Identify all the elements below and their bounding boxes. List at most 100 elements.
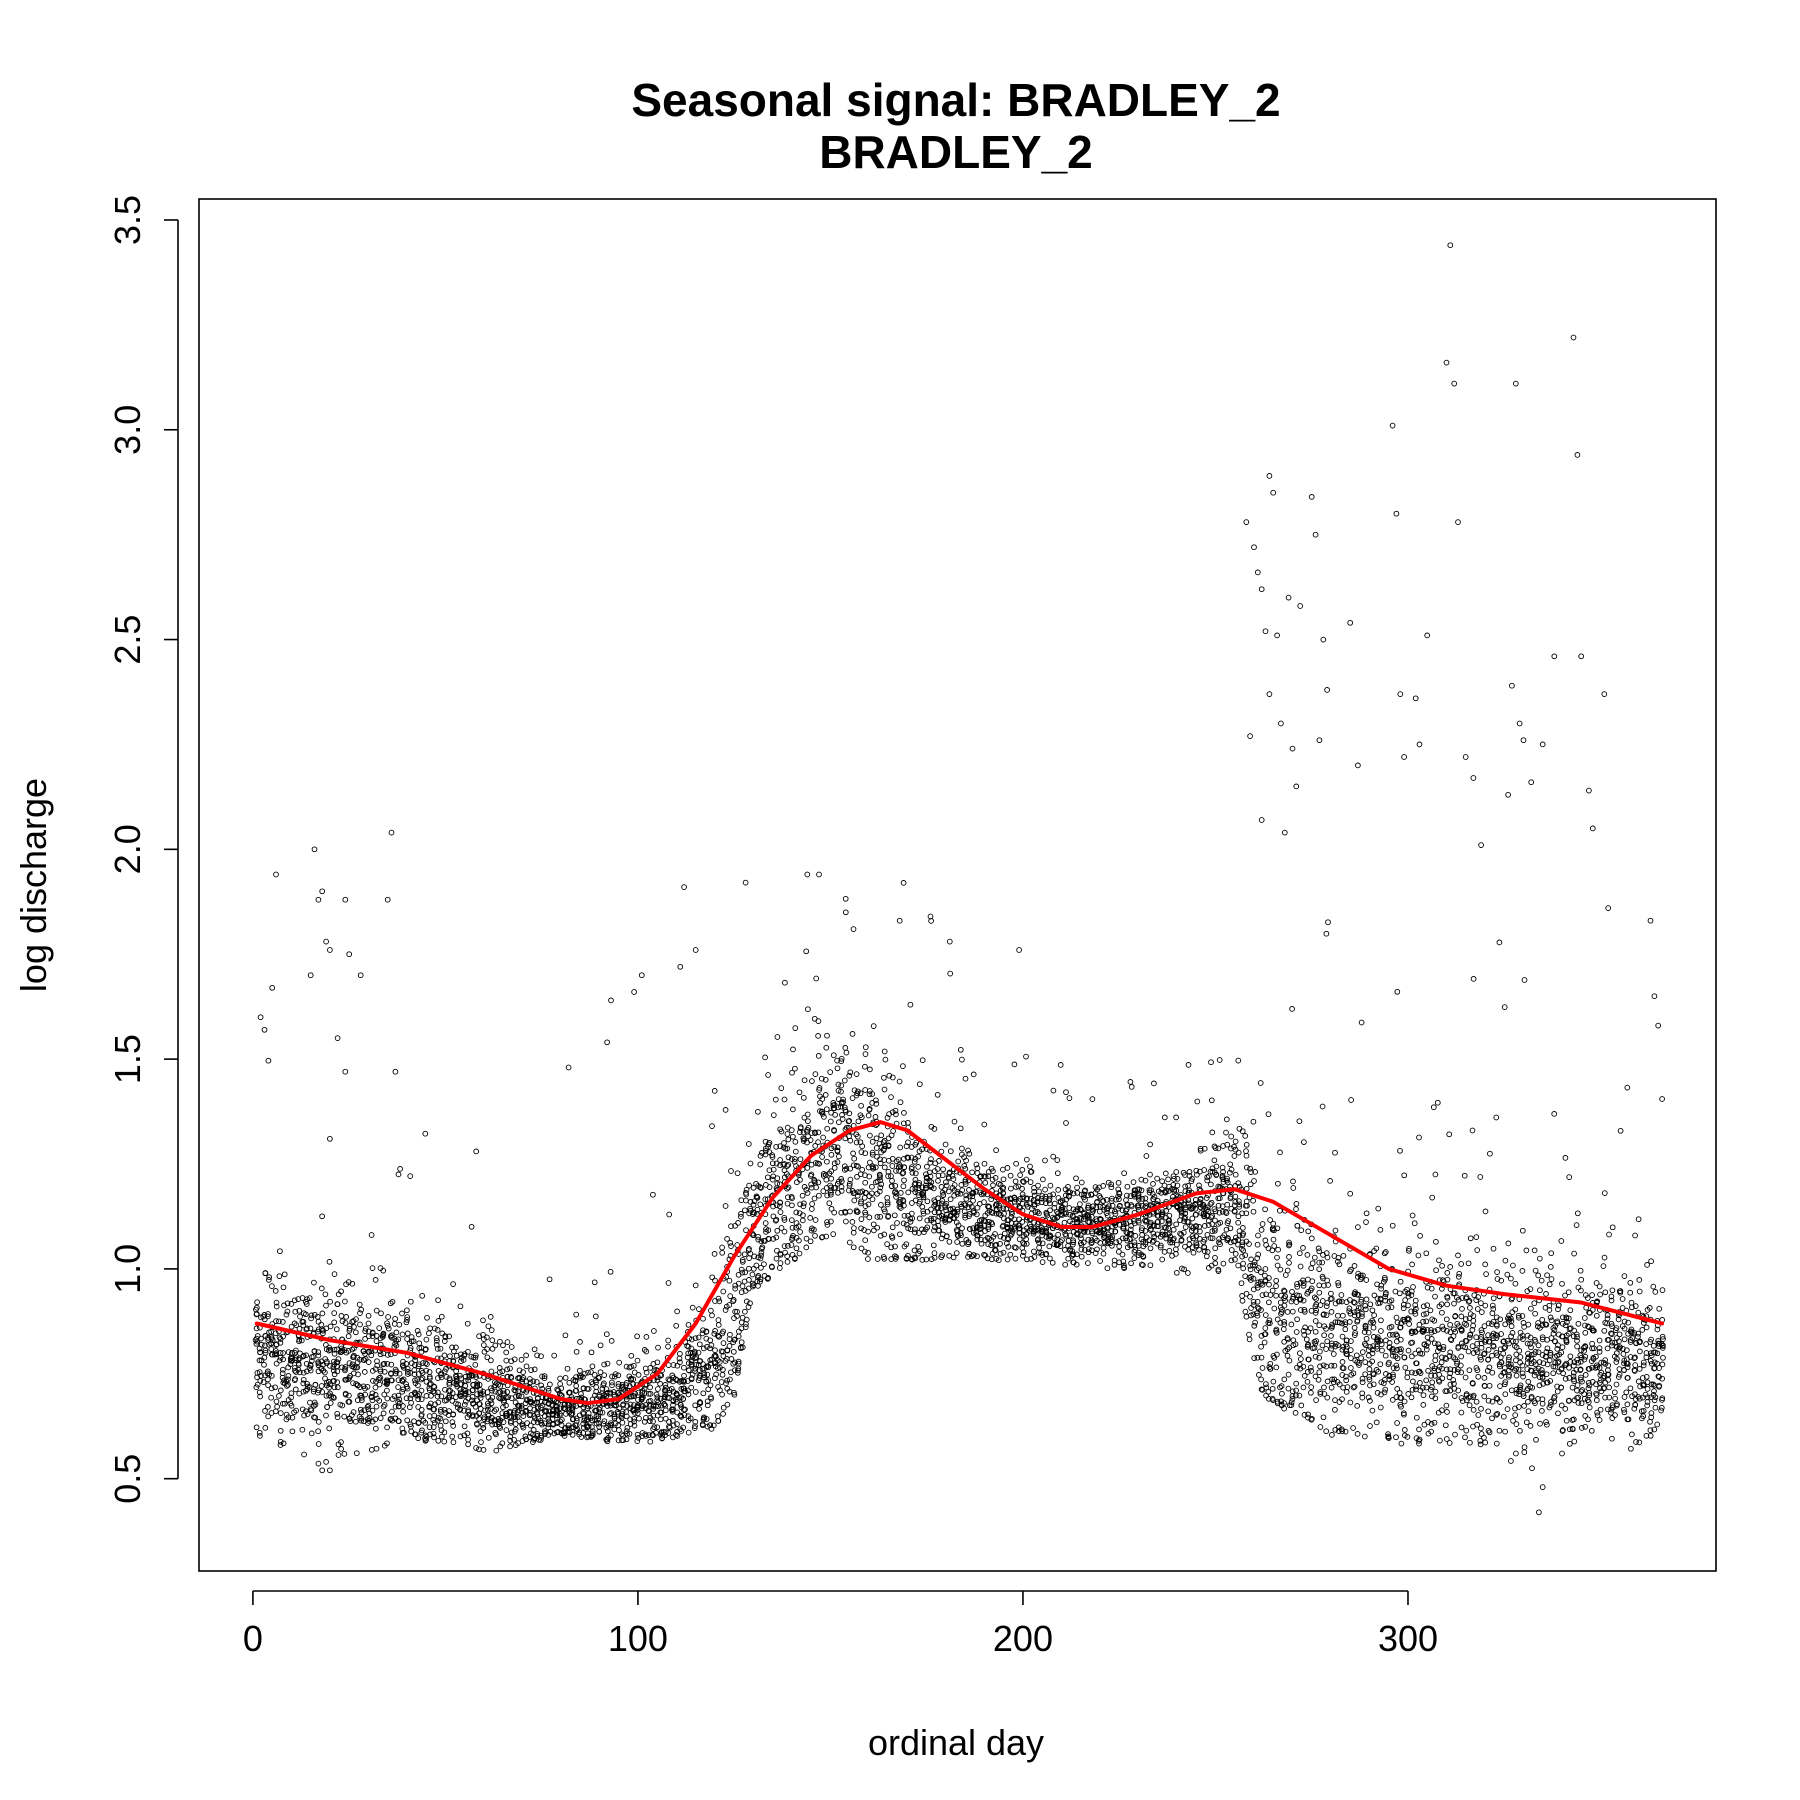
data-point <box>670 1362 677 1368</box>
data-point <box>307 1399 313 1406</box>
data-point <box>1284 1309 1291 1315</box>
data-point <box>422 1360 429 1366</box>
data-point <box>435 1437 442 1444</box>
data-point <box>512 1387 519 1394</box>
data-point <box>628 1376 634 1383</box>
data-point <box>434 1327 441 1333</box>
data-point <box>1382 1352 1389 1359</box>
data-point <box>916 1215 923 1222</box>
data-point <box>465 1436 471 1443</box>
data-point <box>265 1376 271 1383</box>
data-point <box>641 1386 648 1392</box>
data-point <box>1143 1153 1150 1159</box>
data-point <box>523 1363 530 1370</box>
data-point <box>757 1161 764 1168</box>
data-point <box>784 1131 791 1137</box>
data-point <box>392 1370 399 1377</box>
data-point <box>380 1410 387 1417</box>
data-point <box>260 1379 267 1385</box>
data-point <box>335 1452 342 1458</box>
data-point <box>415 1396 422 1403</box>
data-point <box>1074 1184 1080 1191</box>
data-point <box>369 1368 376 1374</box>
data-point <box>531 1366 538 1373</box>
data-point <box>1375 1205 1382 1212</box>
data-point <box>404 1307 410 1314</box>
data-point <box>714 1413 721 1420</box>
data-point <box>1121 1170 1127 1177</box>
data-point <box>339 1402 346 1409</box>
data-point <box>680 1395 687 1402</box>
data-point <box>1250 1208 1257 1215</box>
data-point <box>285 1414 292 1421</box>
data-point <box>439 1433 445 1440</box>
data-point <box>1271 1243 1278 1249</box>
data-point <box>1286 1254 1292 1260</box>
data-point <box>1309 1278 1316 1285</box>
data-point <box>296 1338 302 1345</box>
data-point <box>623 1436 630 1443</box>
data-point <box>793 1209 800 1216</box>
data-point <box>1279 1390 1285 1397</box>
data-point <box>908 1210 915 1217</box>
data-point <box>773 1255 780 1262</box>
data-point <box>1320 1414 1327 1421</box>
data-point <box>1289 1388 1296 1395</box>
data-point <box>1250 1118 1257 1125</box>
data-point <box>1298 1227 1305 1234</box>
data-point <box>1415 1252 1422 1259</box>
data-point <box>643 1334 650 1340</box>
data-point <box>310 1353 317 1360</box>
data-point <box>1297 1350 1303 1357</box>
data-point <box>311 1279 317 1286</box>
data-point <box>570 1402 577 1409</box>
data-point <box>489 1394 496 1401</box>
data-point <box>715 1317 722 1323</box>
data-point <box>804 1111 811 1118</box>
data-point <box>957 1125 964 1132</box>
data-point <box>372 1384 379 1391</box>
data-point <box>915 1243 922 1250</box>
data-point <box>364 1404 371 1410</box>
data-point <box>361 1369 368 1375</box>
data-point <box>777 1157 783 1163</box>
data-point <box>850 1244 857 1251</box>
data-point <box>1212 1245 1219 1252</box>
data-point <box>815 1018 822 1024</box>
data-point <box>356 1301 363 1308</box>
data-point <box>423 1367 430 1374</box>
data-point <box>643 1414 649 1421</box>
data-point <box>287 1361 294 1368</box>
data-point <box>1312 1318 1319 1324</box>
data-point <box>492 1429 499 1436</box>
data-point <box>339 1318 346 1325</box>
data-point <box>508 1374 514 1380</box>
data-point <box>460 1357 467 1363</box>
data-point <box>1050 1153 1057 1160</box>
data-point <box>1212 1254 1218 1261</box>
data-point <box>307 1325 314 1332</box>
data-point <box>1127 1079 1134 1085</box>
data-point <box>793 1245 800 1252</box>
data-point <box>497 1425 504 1431</box>
data-point <box>1227 1161 1234 1168</box>
data-point <box>372 1392 379 1398</box>
data-point <box>360 1383 367 1390</box>
data-point <box>1319 1103 1326 1110</box>
data-point <box>1296 1250 1303 1257</box>
data-point <box>1363 1296 1370 1303</box>
chart-subtitle: BRADLEY_2 <box>819 126 1093 178</box>
data-point <box>897 1231 903 1238</box>
data-point <box>709 1312 715 1319</box>
data-point <box>449 1419 456 1425</box>
data-point <box>634 1333 640 1340</box>
data-point <box>603 1331 610 1338</box>
data-point <box>430 1424 437 1430</box>
data-point <box>1000 1176 1007 1183</box>
data-point <box>1162 1170 1169 1177</box>
data-point <box>618 1431 625 1438</box>
data-point <box>1201 1167 1208 1173</box>
data-point <box>631 1422 638 1429</box>
data-point <box>556 1391 563 1397</box>
data-point <box>300 1353 306 1360</box>
